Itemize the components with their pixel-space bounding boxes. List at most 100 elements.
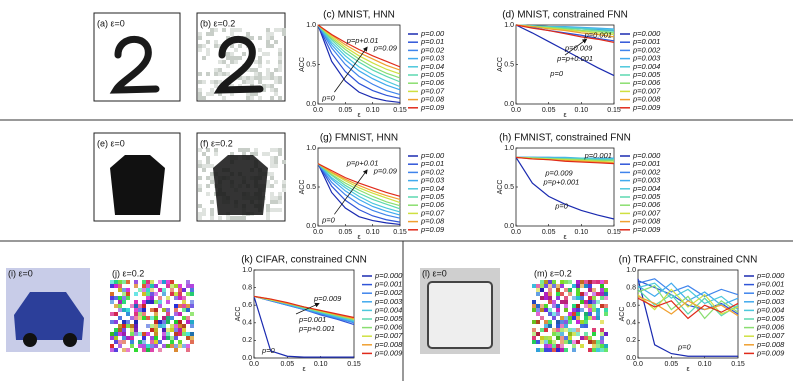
noise-pixel <box>230 56 234 60</box>
noise-pixel <box>150 308 154 312</box>
series-line <box>317 163 401 197</box>
noise-pixel <box>584 312 588 316</box>
noise-pixel <box>596 308 600 312</box>
noise-pixel <box>532 332 536 336</box>
legend-label: p=0.007 <box>632 86 661 95</box>
legend-label: p=0.002 <box>632 167 661 176</box>
annotation: p=0.001 <box>584 151 612 160</box>
noise-pixel <box>556 312 560 316</box>
image-caption: (b) ε=0.2 <box>200 18 235 28</box>
noise-pixel <box>134 284 138 288</box>
noise-pixel <box>222 28 226 32</box>
noise-pixel <box>572 332 576 336</box>
noise-pixel <box>166 280 170 284</box>
noise-pixel <box>186 320 190 324</box>
legend-label: p=0.000 <box>632 151 661 160</box>
noise-pixel <box>282 184 286 188</box>
noise-pixel <box>266 72 270 76</box>
noise-pixel <box>588 316 592 320</box>
series-line <box>253 295 355 324</box>
noise-pixel <box>532 340 536 344</box>
legend-label: p=0.001 <box>374 280 402 289</box>
noise-pixel <box>210 88 214 92</box>
noise-pixel <box>592 308 596 312</box>
noise-pixel <box>604 332 608 336</box>
noise-pixel <box>174 308 178 312</box>
noise-pixel <box>278 80 282 84</box>
noise-pixel <box>146 344 150 348</box>
legend-label: p=0.009 <box>756 348 785 357</box>
noise-pixel <box>596 300 600 304</box>
legend-label: p=0.03 <box>420 176 445 185</box>
noise-pixel <box>588 336 592 340</box>
noise-pixel <box>266 60 270 64</box>
noise-pixel <box>270 196 274 200</box>
noise-pixel <box>154 320 158 324</box>
noise-pixel <box>532 304 536 308</box>
x-tick-label: 0.05 <box>339 107 353 114</box>
chart-title: (c) MNIST, HNN <box>323 10 395 21</box>
noise-pixel <box>580 292 584 296</box>
noise-pixel <box>162 324 166 328</box>
noise-pixel <box>170 328 174 332</box>
noise-pixel <box>270 32 274 36</box>
annotation: p=p+0.001 <box>556 54 593 63</box>
y-tick-label: 0.5 <box>306 184 316 191</box>
noise-pixel <box>178 296 182 300</box>
noise-pixel <box>556 292 560 296</box>
annotation: p=0 <box>677 342 692 351</box>
noise-pixel <box>564 320 568 324</box>
noise-pixel <box>544 348 548 352</box>
legend-label: p=0.04 <box>420 62 444 71</box>
series-line <box>515 156 615 165</box>
noise-pixel <box>560 280 564 284</box>
noise-pixel <box>166 300 170 304</box>
noise-pixel <box>170 284 174 288</box>
legend-label: p=0.005 <box>756 314 785 323</box>
noise-pixel <box>592 340 596 344</box>
noise-pixel <box>234 60 238 64</box>
x-tick-label: 0.0 <box>633 361 643 368</box>
noise-pixel <box>162 336 166 340</box>
noise-pixel <box>584 284 588 288</box>
noise-pixel <box>278 200 282 204</box>
noise-pixel <box>544 304 548 308</box>
noise-pixel <box>548 300 552 304</box>
noise-pixel <box>142 284 146 288</box>
noise-pixel <box>186 348 190 352</box>
series-line <box>637 288 739 315</box>
noise-pixel <box>198 44 202 48</box>
x-tick-label: 0.10 <box>575 229 589 236</box>
noise-pixel <box>206 52 210 56</box>
y-axis-label: ACC <box>299 57 306 72</box>
noise-pixel <box>568 288 572 292</box>
noise-pixel <box>548 324 552 328</box>
noise-pixel <box>536 284 540 288</box>
noise-pixel <box>170 336 174 340</box>
y-tick-label: 0.2 <box>626 337 636 344</box>
noise-pixel <box>238 76 242 80</box>
noise-pixel <box>178 292 182 296</box>
noise-pixel <box>218 92 222 96</box>
noise-pixel <box>552 312 556 316</box>
noise-pixel <box>576 312 580 316</box>
noise-pixel <box>134 312 138 316</box>
noise-pixel <box>556 336 560 340</box>
y-tick-label: 0.8 <box>626 284 636 291</box>
noise-pixel <box>250 152 254 156</box>
series-line <box>317 163 401 204</box>
annotation: p=p+0.001 <box>298 324 335 333</box>
legend-label: p=0.06 <box>420 200 445 209</box>
noise-pixel <box>242 152 246 156</box>
noise-pixel <box>210 216 214 220</box>
noise-pixel <box>556 288 560 292</box>
noise-pixel <box>238 216 242 220</box>
noise-pixel <box>182 296 186 300</box>
noise-pixel <box>560 328 564 332</box>
x-tick-label: 0.15 <box>393 107 407 114</box>
noise-pixel <box>556 348 560 352</box>
noise-pixel <box>134 304 138 308</box>
noise-pixel <box>198 80 202 84</box>
x-tick-label: 0.0 <box>249 361 259 368</box>
noise-pixel <box>270 192 274 196</box>
